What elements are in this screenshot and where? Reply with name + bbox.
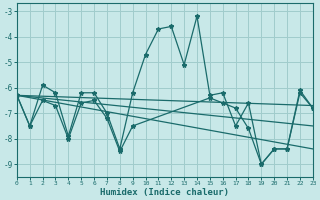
X-axis label: Humidex (Indice chaleur): Humidex (Indice chaleur) bbox=[100, 188, 229, 197]
